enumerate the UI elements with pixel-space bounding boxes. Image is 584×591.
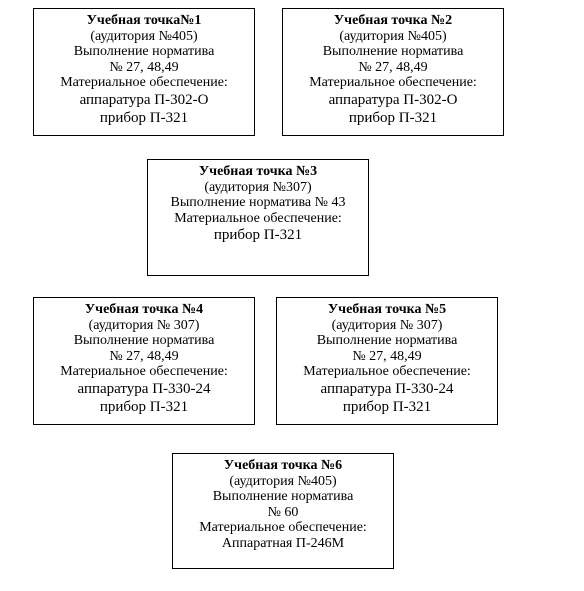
- room-label: (аудитория №405): [229, 473, 337, 489]
- training-point-title: Учебная точка №2: [333, 13, 453, 28]
- support-label: Материальное обеспечение:: [309, 75, 477, 90]
- norm-label: Выполнение норматива: [73, 44, 215, 59]
- training-point-6-box: Учебная точка №6 (аудитория №405) Выполн…: [172, 453, 394, 569]
- training-point-2-box: Учебная точка №2 (аудитория №405) Выполн…: [282, 8, 504, 136]
- training-point-title: Учебная точка №3: [198, 164, 318, 179]
- equipment-item: прибор П-321: [99, 398, 189, 415]
- support-label: Материальное обеспечение:: [174, 210, 342, 226]
- equipment-item: прибор П-321: [213, 227, 303, 243]
- support-label: Материальное обеспечение:: [60, 364, 228, 379]
- training-point-3-box: Учебная точка №3 (аудитория №307) Выполн…: [147, 159, 369, 276]
- training-point-4-box: Учебная точка №4 (аудитория № 307) Выпол…: [33, 297, 255, 425]
- room-label: (аудитория № 307): [331, 317, 443, 333]
- equipment-item: аппаратура П-302-О: [79, 91, 209, 108]
- norm-numbers: № 60: [267, 504, 299, 520]
- training-point-5-box: Учебная точка №5 (аудитория № 307) Выпол…: [276, 297, 498, 425]
- equipment-item: аппаратура П-302-О: [328, 91, 458, 108]
- equipment-item: прибор П-321: [99, 109, 189, 126]
- equipment-item: аппаратура П-330-24: [320, 380, 454, 397]
- norm-label: Выполнение норматива: [316, 333, 458, 348]
- norm-label: Выполнение норматива № 43: [170, 195, 346, 210]
- training-point-title: Учебная точка №4: [84, 302, 204, 317]
- equipment-item: Аппаратная П-246М: [221, 535, 345, 551]
- training-point-1-box: Учебная точка№1 (аудитория №405) Выполне…: [33, 8, 255, 136]
- room-label: (аудитория №405): [90, 28, 198, 44]
- equipment-item: аппаратура П-330-24: [77, 380, 211, 397]
- norm-numbers: № 27, 48,49: [109, 59, 179, 75]
- training-point-title: Учебная точка№1: [86, 13, 202, 28]
- norm-numbers: № 27, 48,49: [109, 348, 179, 364]
- equipment-item: прибор П-321: [348, 109, 438, 126]
- support-label: Материальное обеспечение:: [60, 75, 228, 90]
- norm-label: Выполнение норматива: [73, 333, 215, 348]
- training-point-title: Учебная точка №5: [327, 302, 447, 317]
- training-point-title: Учебная точка №6: [223, 458, 343, 473]
- support-label: Материальное обеспечение:: [303, 364, 471, 379]
- room-label: (аудитория № 307): [88, 317, 200, 333]
- norm-label: Выполнение норматива: [212, 489, 354, 504]
- equipment-item: прибор П-321: [342, 398, 432, 415]
- room-label: (аудитория №405): [339, 28, 447, 44]
- support-label: Материальное обеспечение:: [199, 520, 367, 535]
- room-label: (аудитория №307): [204, 179, 312, 195]
- norm-numbers: № 27, 48,49: [352, 348, 422, 364]
- norm-numbers: № 27, 48,49: [358, 59, 428, 75]
- norm-label: Выполнение норматива: [322, 44, 464, 59]
